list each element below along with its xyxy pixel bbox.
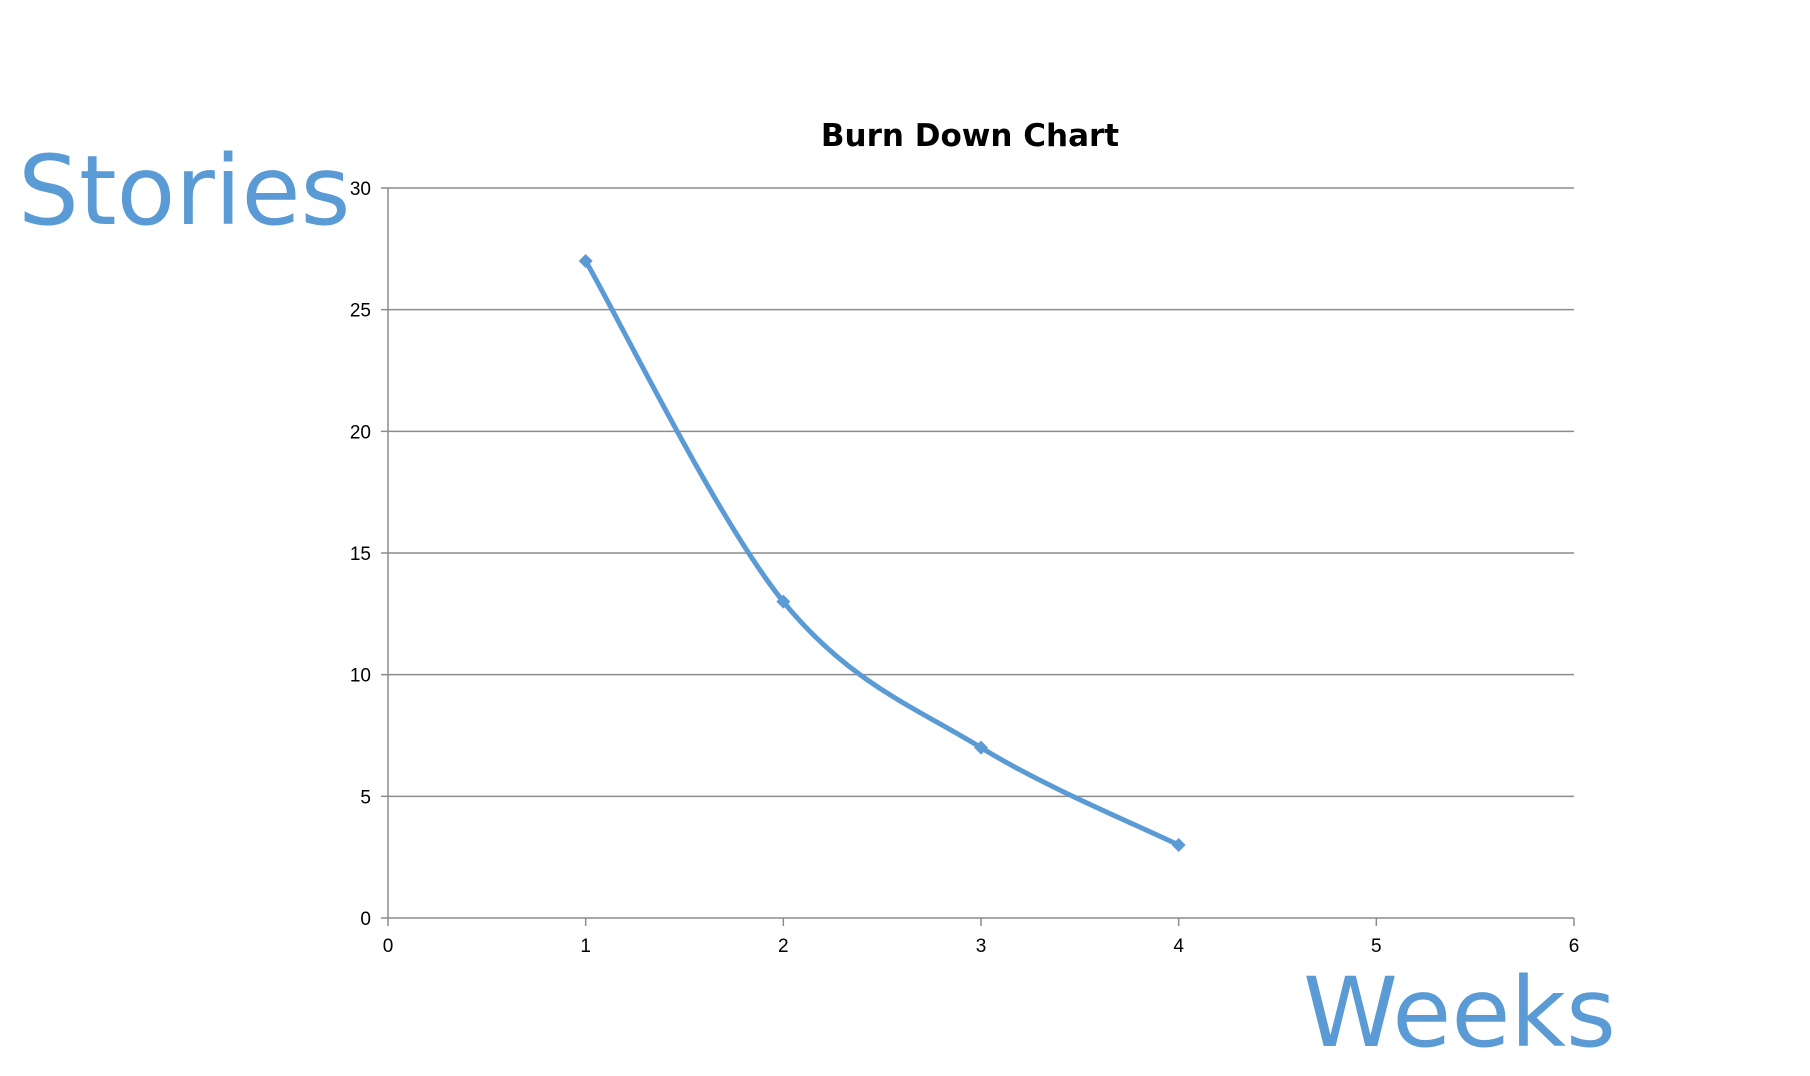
x-tick-label: 0 bbox=[383, 936, 394, 957]
y-tick-label: 10 bbox=[350, 666, 371, 687]
x-tick-label: 3 bbox=[976, 936, 987, 957]
x-tick-labels: 0 1 2 3 4 5 6 bbox=[383, 936, 1580, 957]
y-tick-label: 30 bbox=[350, 179, 371, 200]
data-point bbox=[578, 254, 593, 268]
y-tick-label: 5 bbox=[360, 787, 371, 808]
gridlines bbox=[388, 187, 1574, 798]
data-point bbox=[974, 740, 988, 755]
y-axis-label: Stories bbox=[18, 135, 351, 247]
data-point bbox=[776, 594, 791, 609]
x-tick-label: 5 bbox=[1371, 936, 1382, 957]
series bbox=[578, 254, 1186, 852]
y-tick-label: 0 bbox=[360, 909, 371, 930]
data-point bbox=[1171, 838, 1186, 852]
x-tick-label: 1 bbox=[580, 936, 591, 957]
axes bbox=[381, 187, 1575, 926]
chart-title: Burn Down Chart bbox=[821, 118, 1119, 154]
y-tick-labels: 0 5 10 15 20 25 30 bbox=[350, 179, 371, 930]
y-tick-label: 15 bbox=[350, 544, 371, 565]
x-tick-label: 6 bbox=[1569, 936, 1580, 957]
series-line bbox=[583, 258, 1182, 848]
x-tick-label: 4 bbox=[1173, 936, 1184, 957]
y-tick-label: 25 bbox=[350, 301, 371, 322]
y-tick-label: 20 bbox=[350, 422, 371, 443]
x-axis-label: Weeks bbox=[1303, 957, 1617, 1069]
x-tick-label: 2 bbox=[778, 936, 789, 957]
